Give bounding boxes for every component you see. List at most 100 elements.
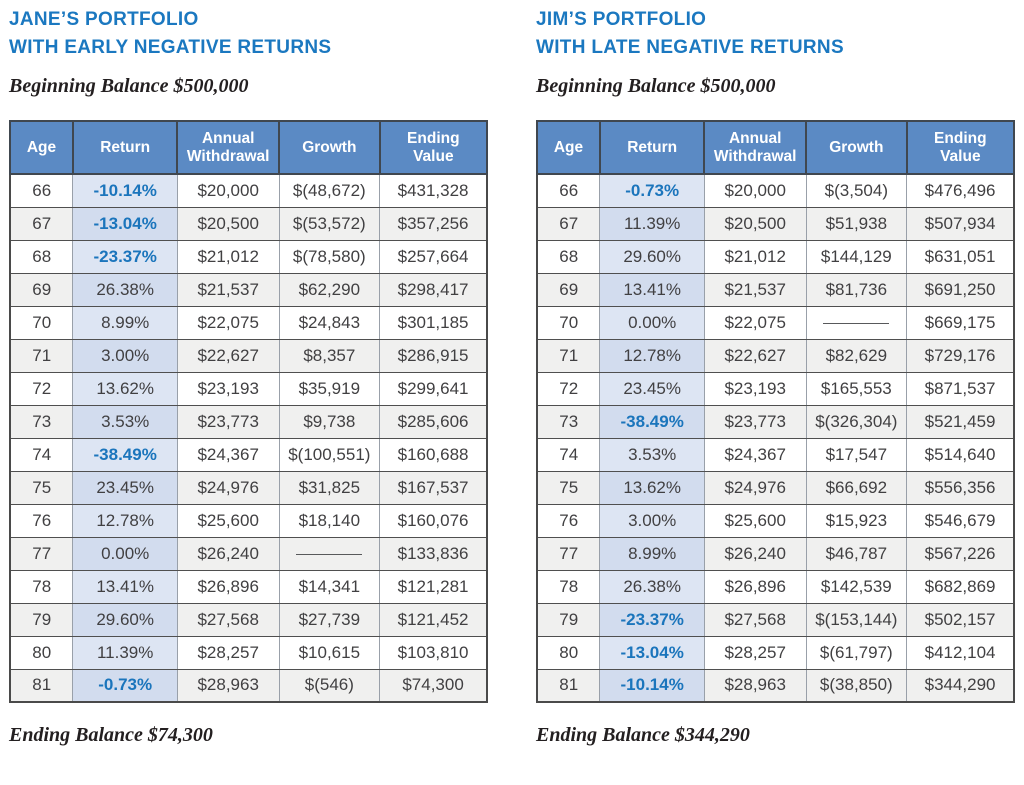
age-cell: 78 (536, 569, 601, 604)
age-cell: 80 (9, 635, 74, 670)
table-row: 80 11.39% $28,257 $10,615 $103,810 (9, 635, 488, 670)
return-cell: 13.62% (599, 470, 705, 505)
return-cell: 12.78% (72, 503, 178, 538)
jim-portfolio-section: JIM’S PORTFOLIO WITH LATE NEGATIVE RETUR… (536, 6, 1016, 747)
table-row: 70 8.99% $22,075 $24,843 $301,185 (9, 305, 488, 340)
table-row: 69 13.41% $21,537 $81,736 $691,250 (536, 272, 1015, 307)
annual-withdrawal-cell: $20,000 (703, 173, 807, 208)
table-row: 81 -10.14% $28,963 $(38,850) $344,290 (536, 668, 1015, 703)
return-cell: 13.62% (72, 371, 178, 406)
table-row: 77 8.99% $26,240 $46,787 $567,226 (536, 536, 1015, 571)
annual-withdrawal-cell: $26,896 (703, 569, 807, 604)
portfolio-title-line1: JANE’S PORTFOLIO (9, 9, 199, 30)
return-cell: 29.60% (72, 602, 178, 637)
ending-value-cell: $121,452 (379, 602, 488, 637)
return-cell: 0.00% (72, 536, 178, 571)
age-cell: 77 (536, 536, 601, 571)
growth-cell: $142,539 (805, 569, 908, 604)
growth-cell: $31,825 (278, 470, 381, 505)
zero-growth-dash (296, 553, 363, 555)
ending-value-cell: $521,459 (906, 404, 1015, 439)
age-cell: 69 (536, 272, 601, 307)
table-row: 80 -13.04% $28,257 $(61,797) $412,104 (536, 635, 1015, 670)
table-row: 69 26.38% $21,537 $62,290 $298,417 (9, 272, 488, 307)
ending-value-cell: $567,226 (906, 536, 1015, 571)
table-header: Age Return Annual Withdrawal Growth Endi… (9, 120, 489, 175)
annual-withdrawal-cell: $21,537 (176, 272, 280, 307)
table-row: 75 23.45% $24,976 $31,825 $167,537 (9, 470, 488, 505)
table-row: 78 13.41% $26,896 $14,341 $121,281 (9, 569, 488, 604)
table-row: 81 -0.73% $28,963 $(546) $74,300 (9, 668, 488, 703)
column-header-age: Age (9, 120, 74, 175)
return-cell: 12.78% (599, 338, 705, 373)
age-cell: 78 (9, 569, 74, 604)
header-row: Age Return Annual Withdrawal Growth Endi… (536, 120, 1016, 175)
ending-value-cell: $285,606 (379, 404, 488, 439)
ending-value-cell: $669,175 (906, 305, 1015, 340)
return-cell: -10.14% (599, 668, 705, 703)
table-row: 77 0.00% $26,240 $133,836 (9, 536, 488, 571)
ending-value-cell: $160,688 (379, 437, 488, 472)
annual-withdrawal-cell: $28,963 (703, 668, 807, 703)
growth-cell: $82,629 (805, 338, 908, 373)
age-cell: 71 (536, 338, 601, 373)
return-cell: -13.04% (72, 206, 178, 241)
return-cell: 23.45% (72, 470, 178, 505)
growth-cell: $18,140 (278, 503, 381, 538)
return-cell: -23.37% (599, 602, 705, 637)
annual-withdrawal-cell: $20,500 (176, 206, 280, 241)
age-cell: 70 (9, 305, 74, 340)
return-cell: 3.00% (599, 503, 705, 538)
annual-withdrawal-cell: $26,240 (703, 536, 807, 571)
annual-withdrawal-cell: $22,627 (176, 338, 280, 373)
column-header-return: Return (598, 120, 706, 175)
annual-withdrawal-cell: $21,537 (703, 272, 807, 307)
ending-balance: Ending Balance $344,290 (536, 724, 750, 746)
growth-cell: $17,547 (805, 437, 908, 472)
age-cell: 70 (536, 305, 601, 340)
growth-cell: $144,129 (805, 239, 908, 274)
growth-cell: $(100,551) (278, 437, 381, 472)
portfolio-title: JANE’S PORTFOLIO WITH EARLY NEGATIVE RET… (9, 6, 488, 62)
return-cell: -0.73% (72, 668, 178, 703)
growth-cell: $9,738 (278, 404, 381, 439)
table-row: 79 -23.37% $27,568 $(153,144) $502,157 (536, 602, 1015, 637)
growth-cell: $(326,304) (805, 404, 908, 439)
growth-cell: $24,843 (278, 305, 381, 340)
zero-growth-dash (823, 322, 890, 324)
age-cell: 76 (9, 503, 74, 538)
table-row: 74 -38.49% $24,367 $(100,551) $160,688 (9, 437, 488, 472)
table-row: 73 3.53% $23,773 $9,738 $285,606 (9, 404, 488, 439)
age-cell: 66 (9, 173, 74, 208)
return-cell: 3.00% (72, 338, 178, 373)
return-cell: 11.39% (72, 635, 178, 670)
ending-value-cell: $257,664 (379, 239, 488, 274)
return-cell: 11.39% (599, 206, 705, 241)
ending-value-cell: $682,869 (906, 569, 1015, 604)
annual-withdrawal-cell: $28,963 (176, 668, 280, 703)
ending-value-cell: $691,250 (906, 272, 1015, 307)
age-cell: 67 (536, 206, 601, 241)
jane-portfolio-table: Age Return Annual Withdrawal Growth Endi… (9, 120, 489, 703)
growth-cell: $27,739 (278, 602, 381, 637)
return-cell: -13.04% (599, 635, 705, 670)
growth-cell: $46,787 (805, 536, 908, 571)
annual-withdrawal-cell: $22,075 (703, 305, 807, 340)
growth-cell: $(546) (278, 668, 381, 703)
ending-value-cell: $103,810 (379, 635, 488, 670)
ending-balance: Ending Balance $74,300 (9, 724, 213, 746)
ending-value-cell: $357,256 (379, 206, 488, 241)
growth-cell: $(48,672) (278, 173, 381, 208)
table-row: 74 3.53% $24,367 $17,547 $514,640 (536, 437, 1015, 472)
growth-cell: $165,553 (805, 371, 908, 406)
growth-cell: $(3,504) (805, 173, 908, 208)
annual-withdrawal-cell: $21,012 (176, 239, 280, 274)
annual-withdrawal-cell: $20,500 (703, 206, 807, 241)
comparison-page: JANE’S PORTFOLIO WITH EARLY NEGATIVE RET… (9, 6, 1016, 747)
age-cell: 74 (9, 437, 74, 472)
table-row: 79 29.60% $27,568 $27,739 $121,452 (9, 602, 488, 637)
return-cell: 26.38% (72, 272, 178, 307)
annual-withdrawal-cell: $28,257 (176, 635, 280, 670)
return-cell: -10.14% (72, 173, 178, 208)
age-cell: 71 (9, 338, 74, 373)
